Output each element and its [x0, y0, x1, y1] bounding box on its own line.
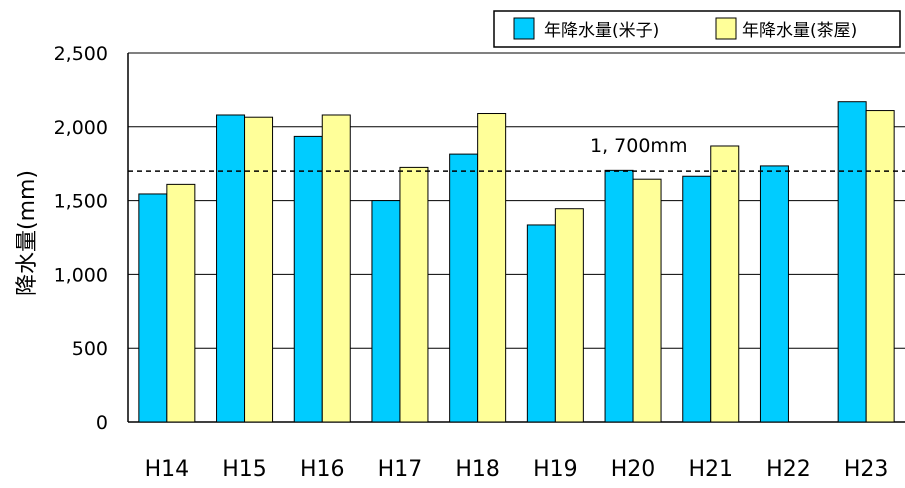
- bar-h17-series-1: [371, 200, 401, 423]
- bar-h22-series-1: [759, 165, 789, 423]
- bar-h16-series-1: [293, 135, 323, 423]
- legend-label-yonago: 年降水量(米子): [544, 21, 659, 41]
- bar-h23-series-1: [837, 101, 867, 423]
- bar-h17-series-2: [399, 166, 429, 423]
- bar-h20-series-2: [632, 178, 662, 423]
- y-axis-label: 降水量(mm): [15, 170, 40, 296]
- x-tick-label: H21: [688, 457, 733, 482]
- y-tick-label: 2,500: [54, 43, 108, 65]
- legend-box: [493, 10, 901, 48]
- x-tick-label: H17: [378, 457, 423, 482]
- x-tick-label: H18: [455, 457, 500, 482]
- x-tick-label: H16: [300, 457, 345, 482]
- y-tick-label: 500: [72, 338, 108, 360]
- bar-h15-series-2: [244, 116, 274, 423]
- y-tick-label: 0: [96, 412, 108, 434]
- bar-h20-series-1: [604, 169, 634, 423]
- reference-line-label: 1, 700mm: [590, 135, 687, 157]
- bar-h23-series-2: [865, 110, 895, 423]
- bar-h21-series-1: [682, 175, 712, 423]
- x-tick-label: H14: [145, 457, 190, 482]
- bar-h14-series-2: [166, 183, 196, 423]
- x-tick-label: H20: [611, 457, 656, 482]
- bar-h21-series-2: [710, 145, 740, 423]
- bar-h18-series-2: [477, 113, 507, 423]
- x-tick-label: H15: [222, 457, 267, 482]
- bar-h19-series-2: [554, 208, 584, 423]
- legend: 年降水量(米子) 年降水量(茶屋): [493, 10, 901, 48]
- plot-area: 0 500 1,000 1,500 2,000 2,500 H14 H15 H16 H17 H18 H…: [54, 43, 905, 482]
- bar-h15-series-1: [216, 114, 246, 423]
- bar-h18-series-1: [449, 153, 479, 423]
- x-tick-label: H19: [533, 457, 578, 482]
- legend-label-chaya: 年降水量(茶屋): [742, 21, 857, 41]
- y-tick-label: 1,000: [54, 264, 108, 286]
- y-tick-label: 1,500: [54, 191, 108, 213]
- bar-h16-series-2: [321, 114, 351, 423]
- bar-h19-series-1: [526, 224, 556, 423]
- bar-h14-series-1: [138, 193, 168, 423]
- x-tick-label: H22: [766, 457, 811, 482]
- x-tick-label: H23: [844, 457, 889, 482]
- legend-swatch-chaya: [715, 17, 737, 40]
- legend-swatch-yonago: [513, 17, 535, 40]
- y-tick-label: 2,000: [54, 117, 108, 139]
